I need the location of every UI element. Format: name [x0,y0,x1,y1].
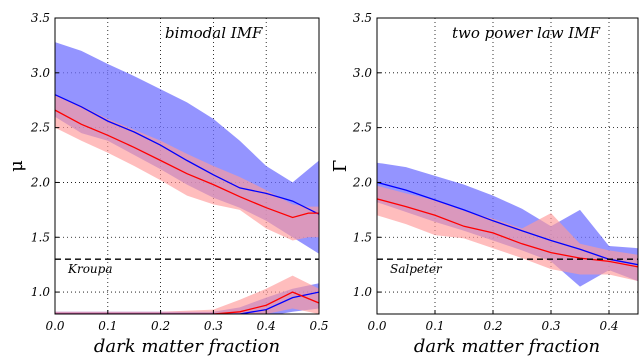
y-axis-label: μ [6,160,27,172]
x-tick-label: 0.4 [257,319,276,333]
y-axis-label: Γ [330,160,351,173]
x-axis-label: dark matter fraction [414,336,600,357]
y-tick-labels: 1.0 1.5 2.0 2.5 3.0 3.5 [352,11,381,299]
x-tick-labels: 0.0 0.1 0.2 0.3 0.4 0.5 [45,310,329,333]
y-tick-label: 1.0 [353,285,372,299]
y-tick-label: 1.0 [31,285,50,299]
x-axis-label: dark matter fraction [94,336,280,357]
y-tick-label: 1.5 [31,230,50,244]
y-tick-labels: 1.0 1.5 2.0 2.5 3.0 3.5 [30,11,59,299]
y-tick-label: 2.0 [352,175,372,189]
x-tick-label: 0.1 [98,319,117,333]
red-median-line [55,291,319,314]
panel-bimodal-imf: 0.0 0.1 0.2 0.3 0.4 0.5 1.0 1.5 2.0 2.5 3.0 3.5 bi… [6,11,329,357]
y-tick-label: 1.5 [353,230,372,244]
y-tick-label: 3.5 [353,11,372,25]
x-tick-label: 0.1 [425,319,444,333]
blue-median-line [55,94,319,215]
x-tick-label: 0.0 [367,319,386,333]
y-tick-label: 3.5 [31,11,50,25]
series-lines [55,94,319,314]
red-uncertainty-band [55,275,319,314]
x-tick-label: 0.2 [483,319,502,333]
red-median-line [377,198,638,268]
y-tick-label: 2.0 [30,175,50,189]
uncertainty-bands [55,42,319,314]
annotation-text: two power law IMF [452,24,601,42]
x-tick-label: 0.3 [541,319,560,333]
y-tick-label: 3.0 [31,66,50,80]
y-tick-label: 3.0 [353,66,372,80]
x-tick-label: 0.0 [45,319,64,333]
y-tick-label: 2.5 [30,121,50,135]
reference-line-label: Salpeter [390,262,443,276]
red-median-line [55,109,319,219]
annotation-text: bimodal IMF [165,24,263,42]
x-tick-label: 0.2 [151,319,170,333]
x-tick-label: 0.5 [309,319,328,333]
series-lines [377,181,638,268]
blue-median-line [55,291,319,314]
x-tick-labels: 0.0 0.1 0.2 0.3 0.4 [367,310,619,333]
x-tick-label: 0.3 [204,319,223,333]
x-tick-label: 0.4 [599,319,618,333]
grid-lines [377,18,638,314]
y-tick-label: 2.5 [352,121,372,135]
blue-median-line [377,181,638,266]
plot-frame [54,17,320,315]
panel-two-power-law-imf: 0.0 0.1 0.2 0.3 0.4 1.0 1.5 2.0 2.5 3.0 3.5 two p… [330,11,639,357]
red-uncertainty-band [55,94,319,241]
plot-frame [376,17,639,315]
reference-line-label: Kroupa [67,262,113,276]
